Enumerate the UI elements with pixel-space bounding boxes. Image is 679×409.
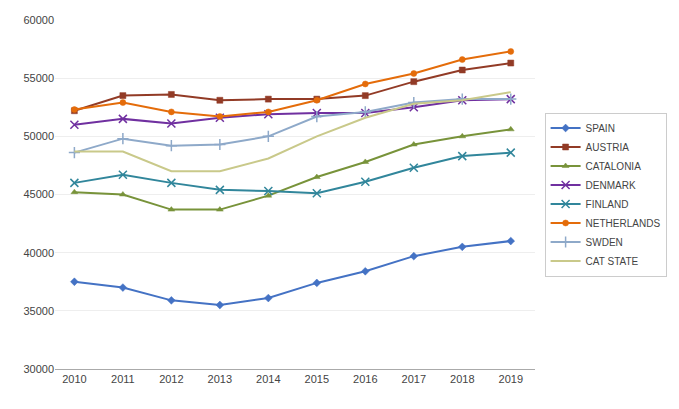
- svg-text:40000: 40000: [23, 247, 54, 259]
- svg-text:NETHERLANDS: NETHERLANDS: [586, 218, 661, 229]
- svg-text:2012: 2012: [159, 373, 183, 385]
- svg-text:SPAIN: SPAIN: [586, 123, 615, 134]
- svg-text:2016: 2016: [353, 373, 377, 385]
- svg-text:60000: 60000: [23, 14, 54, 26]
- svg-text:CAT STATE: CAT STATE: [586, 256, 639, 267]
- svg-text:SWDEN: SWDEN: [586, 237, 623, 248]
- svg-text:CATALONIA: CATALONIA: [586, 161, 642, 172]
- svg-text:2019: 2019: [499, 373, 523, 385]
- svg-text:2010: 2010: [62, 373, 86, 385]
- svg-text:AUSTRIA: AUSTRIA: [586, 142, 630, 153]
- svg-text:50000: 50000: [23, 130, 54, 142]
- svg-text:35000: 35000: [23, 305, 54, 317]
- svg-text:30000: 30000: [23, 363, 54, 375]
- svg-text:55000: 55000: [23, 72, 54, 84]
- svg-text:2014: 2014: [256, 373, 280, 385]
- svg-text:2011: 2011: [111, 373, 135, 385]
- svg-text:DENMARK: DENMARK: [586, 180, 636, 191]
- svg-text:45000: 45000: [23, 188, 54, 200]
- svg-text:FINLAND: FINLAND: [586, 199, 629, 210]
- svg-text:2018: 2018: [450, 373, 474, 385]
- svg-text:2017: 2017: [402, 373, 426, 385]
- svg-text:2015: 2015: [305, 373, 329, 385]
- svg-text:2013: 2013: [208, 373, 232, 385]
